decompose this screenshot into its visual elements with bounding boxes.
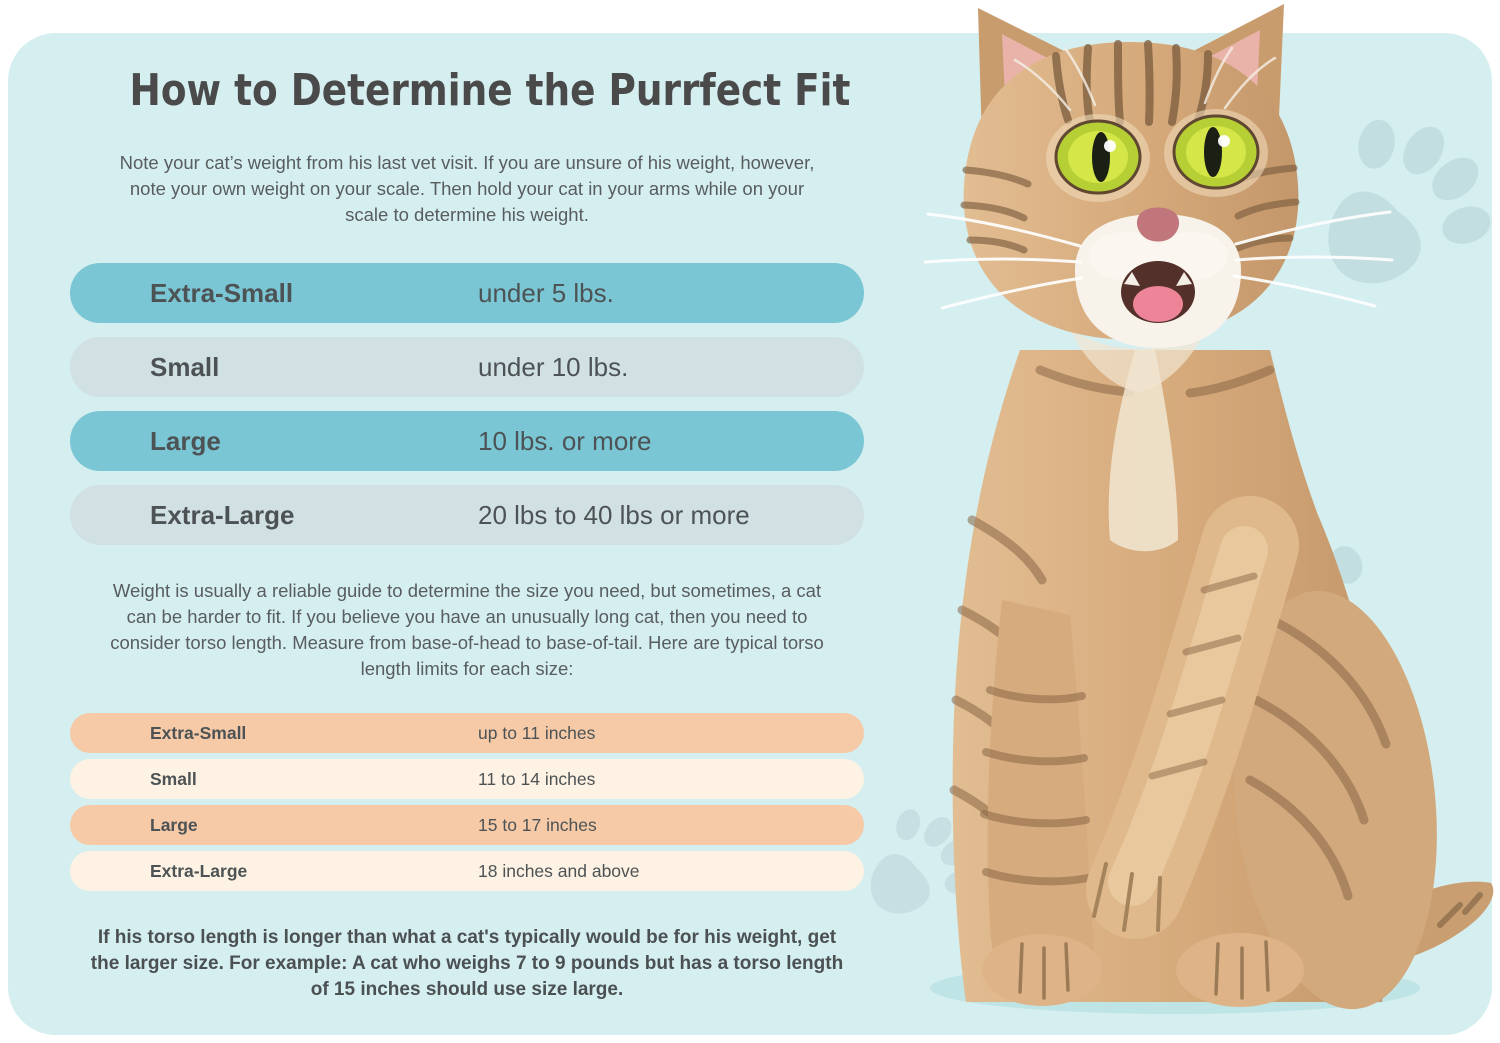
- footer-note: If his torso length is longer than what …: [90, 927, 844, 1000]
- table-row-torso-large: Large 15 to 17 inches: [70, 805, 864, 845]
- cat-nose: [1136, 207, 1180, 242]
- size-label: Large: [150, 814, 198, 835]
- cat-whiskers: [923, 210, 1394, 310]
- size-label: Small: [150, 768, 197, 789]
- cat-tongue: [1133, 286, 1183, 322]
- table-row-weight-extra-large: Extra-Large 20 lbs to 40 lbs or more: [70, 485, 864, 545]
- page-title: How to Determine the Purrfect Fit: [129, 65, 851, 116]
- size-label: Large: [150, 425, 221, 456]
- intro-paragraph: Note your cat’s weight from his last vet…: [119, 152, 815, 225]
- size-label: Extra-Large: [150, 499, 295, 530]
- size-value: 20 lbs to 40 lbs or more: [478, 499, 750, 530]
- cat-eyes: [1054, 114, 1260, 195]
- size-label: Extra-Large: [150, 860, 248, 881]
- size-value: under 5 lbs.: [478, 277, 614, 308]
- size-label: Small: [150, 351, 220, 382]
- table-row-torso-small: Small 11 to 14 inches: [70, 759, 864, 799]
- size-value: 10 lbs. or more: [478, 425, 652, 456]
- table-row-torso-extra-small: Extra-Small up to 11 inches: [70, 713, 864, 753]
- torso-paragraph: Weight is usually a reliable guide to de…: [110, 580, 824, 679]
- table-row-torso-extra-large: Extra-Large 18 inches and above: [70, 851, 864, 891]
- size-value: under 10 lbs.: [478, 351, 629, 382]
- size-value: 11 to 14 inches: [478, 768, 596, 789]
- table-row-weight-large: Large 10 lbs. or more: [70, 411, 864, 471]
- table-row-weight-extra-small: Extra-Small under 5 lbs.: [70, 263, 864, 323]
- size-label: Extra-Small: [150, 722, 247, 743]
- size-label: Extra-Small: [150, 277, 294, 308]
- size-value: 18 inches and above: [478, 860, 640, 881]
- size-value: up to 11 inches: [478, 722, 596, 743]
- size-value: 15 to 17 inches: [478, 814, 597, 835]
- table-row-weight-small: Small under 10 lbs.: [70, 337, 864, 397]
